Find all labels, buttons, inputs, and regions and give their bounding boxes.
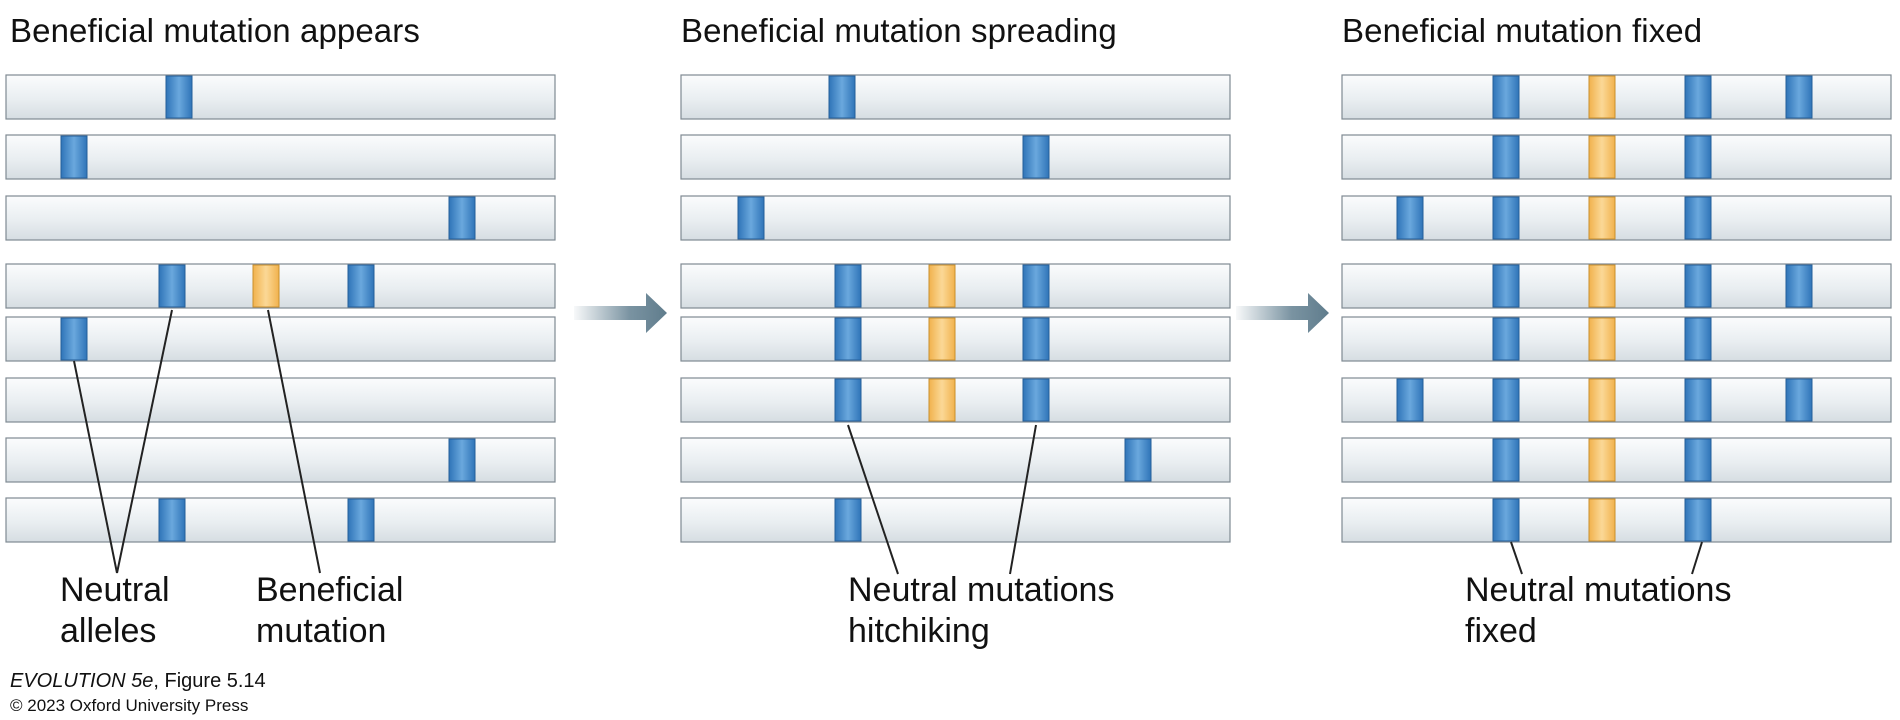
beneficial-mutation (1588, 264, 1616, 308)
neutral-allele (1684, 264, 1712, 308)
leader-line (1009, 424, 1037, 575)
figure-credit: EVOLUTION 5e, Figure 5.14 (10, 670, 266, 693)
chromosome (680, 74, 1231, 120)
leader-line (116, 309, 173, 574)
label-line: Beneficial (256, 571, 404, 609)
chromosome (5, 134, 556, 180)
arrow-icon (574, 293, 667, 333)
chromosome (5, 74, 556, 120)
neutral-allele (1492, 378, 1520, 422)
leader-line (267, 309, 321, 574)
leader-line (1510, 541, 1523, 575)
chromosome (680, 497, 1231, 543)
neutral-allele (1684, 498, 1712, 542)
beneficial-mutation (1588, 498, 1616, 542)
neutral-allele (1124, 438, 1152, 482)
beneficial-mutation (1588, 196, 1616, 240)
neutral-allele (1785, 75, 1813, 119)
neutral-allele (165, 75, 193, 119)
panel-title-fixed: Beneficial mutation fixed (1342, 12, 1703, 49)
neutral-allele (60, 317, 88, 361)
chromosome (5, 377, 556, 423)
beneficial-mutation (1588, 378, 1616, 422)
arrow-icon (1236, 293, 1329, 333)
neutral-allele (1785, 378, 1813, 422)
label-line: mutation (256, 612, 387, 650)
label-line: hitchiking (848, 612, 990, 650)
label-line: fixed (1465, 612, 1537, 650)
chromosome (5, 497, 556, 543)
label-line: alleles (60, 612, 157, 650)
neutral-allele (347, 264, 375, 308)
chromosome (1341, 316, 1892, 362)
neutral-allele (448, 438, 476, 482)
beneficial-mutation (928, 378, 956, 422)
panel-title-appears: Beneficial mutation appears (10, 12, 420, 49)
neutral-allele (1684, 438, 1712, 482)
beneficial-mutation (1588, 135, 1616, 179)
chromosome (1341, 134, 1892, 180)
neutral-allele (1492, 135, 1520, 179)
label-line: Neutral mutations (1465, 571, 1732, 609)
neutral-allele (834, 378, 862, 422)
chromosome (680, 195, 1231, 241)
beneficial-mutation (928, 317, 956, 361)
neutral-allele (834, 498, 862, 542)
book-title: EVOLUTION 5e (10, 670, 154, 692)
neutral-allele (1396, 378, 1424, 422)
panel-title-spreading: Beneficial mutation spreading (681, 12, 1117, 49)
neutral-allele (1022, 378, 1050, 422)
beneficial-mutation (928, 264, 956, 308)
leader-line (73, 360, 118, 574)
neutral-allele (158, 498, 186, 542)
neutral-allele (158, 264, 186, 308)
leader-line (1691, 541, 1703, 575)
label-beneficial-mutation: Beneficial mutation (256, 570, 403, 652)
label-line: Neutral mutations (848, 571, 1115, 609)
neutral-allele (1684, 378, 1712, 422)
copyright: © 2023 Oxford University Press (10, 696, 249, 715)
neutral-allele (1684, 196, 1712, 240)
beneficial-mutation (1588, 438, 1616, 482)
chromosome (1341, 195, 1892, 241)
neutral-allele (1785, 264, 1813, 308)
neutral-allele (737, 196, 765, 240)
neutral-allele (834, 264, 862, 308)
chromosome (5, 316, 556, 362)
beneficial-mutation (1588, 75, 1616, 119)
neutral-allele (1684, 75, 1712, 119)
neutral-allele (1492, 438, 1520, 482)
chromosome (680, 134, 1231, 180)
neutral-allele (1492, 75, 1520, 119)
neutral-allele (834, 317, 862, 361)
label-neutral-hitchhiking: Neutral mutations hitchiking (848, 570, 1114, 652)
neutral-allele (1684, 135, 1712, 179)
chromosome (1341, 497, 1892, 543)
label-neutral-alleles: Neutral alleles (60, 570, 170, 652)
leader-line (847, 424, 899, 575)
neutral-allele (1684, 317, 1712, 361)
neutral-allele (1492, 264, 1520, 308)
beneficial-mutation (252, 264, 280, 308)
chromosome (1341, 437, 1892, 483)
label-line: Neutral (60, 571, 170, 609)
neutral-allele (448, 196, 476, 240)
label-neutral-fixed: Neutral mutations fixed (1465, 570, 1731, 652)
neutral-allele (1492, 498, 1520, 542)
neutral-allele (1022, 135, 1050, 179)
neutral-allele (1396, 196, 1424, 240)
figure-number: , Figure 5.14 (153, 670, 266, 692)
neutral-allele (828, 75, 856, 119)
neutral-allele (347, 498, 375, 542)
chromosome (5, 263, 556, 309)
neutral-allele (1022, 317, 1050, 361)
neutral-allele (1492, 317, 1520, 361)
neutral-allele (60, 135, 88, 179)
beneficial-mutation (1588, 317, 1616, 361)
neutral-allele (1492, 196, 1520, 240)
neutral-allele (1022, 264, 1050, 308)
